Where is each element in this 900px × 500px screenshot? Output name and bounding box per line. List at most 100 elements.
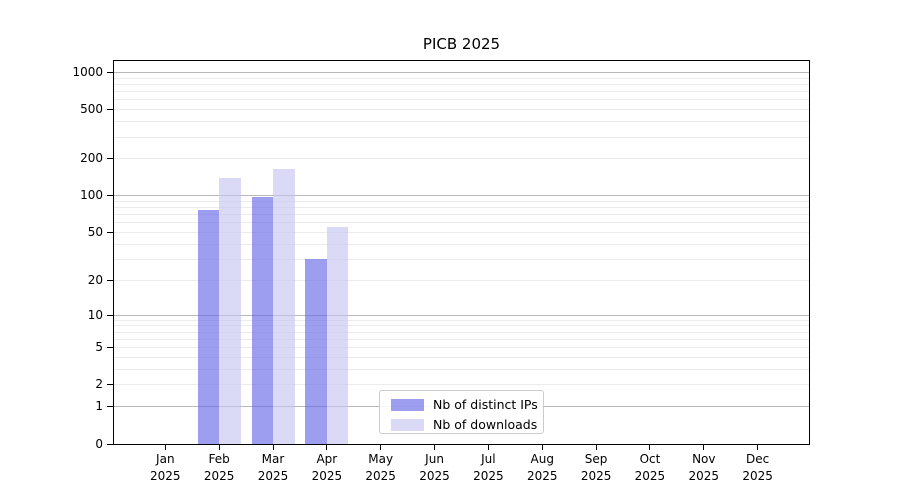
legend-swatch-downloads (391, 418, 424, 431)
gridline-minor (114, 338, 809, 340)
y-axis-tick (107, 232, 113, 234)
gridline-minor (114, 121, 809, 123)
bar-distinct-ips (251, 197, 273, 444)
x-axis-tick-label: Apr 2025 (295, 451, 359, 484)
month-label: May (368, 452, 394, 466)
month-label: Oct (639, 452, 661, 466)
gridline-minor (114, 331, 809, 333)
year-label: 2025 (473, 468, 504, 483)
year-label: 2025 (203, 468, 235, 483)
legend-swatch-distinct-ips (391, 398, 424, 411)
bar-downloads (219, 177, 241, 444)
gridline-minor (114, 214, 809, 216)
y-axis-tick-label: 20 (87, 272, 103, 287)
y-axis-tick (107, 279, 113, 281)
y-axis-tick-label: 200 (80, 151, 103, 166)
gridline-minor (114, 279, 809, 281)
x-axis-tick-label: Aug 2025 (510, 451, 574, 484)
x-axis-tick (757, 445, 759, 450)
year-label: 2025 (150, 468, 181, 483)
x-axis-tick (434, 445, 436, 450)
x-axis-tick (272, 445, 274, 450)
month-label: Jul (481, 452, 496, 466)
gridline-minor (114, 109, 809, 111)
month-label: Jun (425, 452, 444, 466)
gridline-minor (114, 84, 809, 86)
year-label: 2025 (580, 468, 612, 483)
gridline-minor (114, 136, 809, 138)
legend: Nb of distinct IPs Nb of downloads (379, 390, 544, 434)
y-axis-tick-label: 1 (95, 399, 103, 414)
gridline-minor (114, 384, 809, 386)
gridline-minor (114, 232, 809, 234)
x-axis-tick (164, 445, 166, 450)
month-label: Nov (692, 452, 716, 466)
month-label: Aug (530, 452, 554, 466)
gridline-minor (114, 158, 809, 160)
year-label: 2025 (634, 468, 666, 483)
y-axis-tick (107, 72, 113, 74)
month-label: Mar (261, 452, 285, 466)
y-axis-tick-label: 10 (87, 307, 103, 322)
month-label: Dec (746, 452, 770, 466)
gridline-minor (114, 243, 809, 245)
x-axis-tick-label: Oct 2025 (618, 451, 682, 484)
x-axis-tick (380, 445, 382, 450)
x-axis-tick-label: Nov 2025 (672, 451, 736, 484)
legend-item: Nb of downloads (391, 416, 538, 433)
y-axis-tick (107, 158, 113, 160)
month-label: Feb (208, 452, 230, 466)
gridline-minor (114, 207, 809, 209)
y-axis-tick-label: 1000 (72, 65, 103, 80)
y-axis-tick-label: 50 (87, 225, 103, 240)
bar-downloads (326, 226, 349, 444)
y-axis-tick (107, 109, 113, 111)
y-axis-tick (107, 195, 113, 197)
gridline-minor (114, 91, 809, 93)
x-axis-tick (703, 445, 705, 450)
gridline-major (114, 314, 809, 316)
year-label: 2025 (688, 468, 720, 483)
gridline-minor (114, 222, 809, 224)
month-label: Apr (316, 452, 338, 466)
x-axis-tick-label: May 2025 (349, 451, 413, 484)
year-label: 2025 (742, 468, 773, 483)
gridline-major (114, 72, 809, 74)
y-axis-tick-label: 5 (95, 340, 103, 355)
gridline-minor (114, 77, 809, 79)
x-axis-tick (541, 445, 543, 450)
x-axis-tick-label: Sep 2025 (564, 451, 628, 484)
y-axis-tick-label: 0 (95, 436, 103, 451)
y-axis-tick (107, 406, 113, 408)
plot-area (113, 60, 810, 445)
x-axis-tick-label: Jul 2025 (456, 451, 520, 484)
gridline-minor (114, 368, 809, 370)
x-axis-tick (487, 445, 489, 450)
bar-distinct-ips (305, 259, 327, 444)
legend-item: Nb of distinct IPs (391, 396, 538, 413)
gridline-minor (114, 200, 809, 202)
legend-label: Nb of distinct IPs (433, 397, 538, 412)
legend-label: Nb of downloads (433, 417, 538, 432)
bar-downloads (273, 168, 295, 444)
y-axis-tick-label: 500 (80, 102, 103, 117)
x-axis-tick (326, 445, 328, 450)
gridline-minor (114, 356, 809, 358)
x-axis-tick-label: Jun 2025 (403, 451, 467, 484)
y-axis-tick-label: 100 (80, 188, 103, 203)
month-label: Sep (584, 452, 608, 466)
year-label: 2025 (365, 468, 396, 483)
gridline-minor (114, 258, 809, 260)
y-axis-tick (107, 384, 113, 386)
x-axis-tick-label: Mar 2025 (241, 451, 305, 484)
month-label: Jan (156, 452, 175, 466)
x-axis-tick-label: Dec 2025 (726, 451, 790, 484)
year-label: 2025 (311, 468, 343, 483)
gridline-minor (114, 319, 809, 321)
gridline-minor (114, 325, 809, 327)
y-axis-tick (107, 443, 113, 445)
x-axis-tick (595, 445, 597, 450)
y-axis-tick-label: 2 (95, 377, 103, 392)
y-axis-tick (107, 347, 113, 349)
gridline-minor (114, 347, 809, 349)
